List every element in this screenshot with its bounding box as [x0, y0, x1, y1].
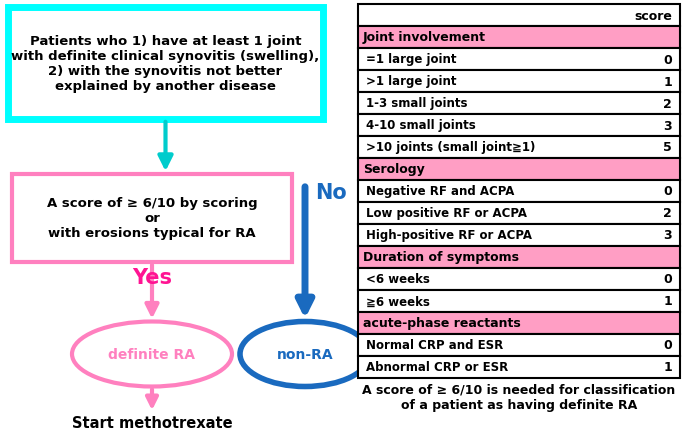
Text: 1: 1: [663, 76, 672, 88]
FancyBboxPatch shape: [12, 174, 292, 263]
Text: Start methotrexate: Start methotrexate: [72, 415, 232, 431]
FancyBboxPatch shape: [358, 115, 680, 137]
Text: No: No: [315, 183, 347, 203]
FancyBboxPatch shape: [358, 137, 680, 159]
Text: Negative RF and ACPA: Negative RF and ACPA: [366, 185, 514, 198]
Text: Patients who 1) have at least 1 joint
with definite clinical synovitis (swelling: Patients who 1) have at least 1 joint wi…: [12, 35, 320, 93]
FancyBboxPatch shape: [358, 203, 680, 224]
FancyBboxPatch shape: [358, 247, 680, 268]
Text: Duration of symptoms: Duration of symptoms: [363, 251, 519, 264]
FancyBboxPatch shape: [358, 290, 680, 312]
FancyBboxPatch shape: [358, 27, 680, 49]
Text: ≧6 weeks: ≧6 weeks: [366, 295, 430, 308]
Text: A score of ≥ 6/10 by scoring
or
with erosions typical for RA: A score of ≥ 6/10 by scoring or with ero…: [47, 197, 258, 240]
Text: 0: 0: [663, 339, 672, 352]
Text: =1 large joint: =1 large joint: [366, 53, 456, 66]
FancyBboxPatch shape: [358, 71, 680, 93]
Text: >1 large joint: >1 large joint: [366, 76, 456, 88]
Text: 1: 1: [663, 295, 672, 308]
FancyBboxPatch shape: [358, 312, 680, 334]
FancyBboxPatch shape: [358, 5, 680, 27]
FancyBboxPatch shape: [358, 356, 680, 378]
Text: Low positive RF or ACPA: Low positive RF or ACPA: [366, 207, 527, 220]
Text: Abnormal CRP or ESR: Abnormal CRP or ESR: [366, 361, 508, 374]
Text: 3: 3: [663, 119, 672, 132]
Text: <6 weeks: <6 weeks: [366, 273, 430, 286]
Text: 0: 0: [663, 53, 672, 66]
Text: 4-10 small joints: 4-10 small joints: [366, 119, 476, 132]
Text: Normal CRP and ESR: Normal CRP and ESR: [366, 339, 503, 352]
Ellipse shape: [72, 322, 232, 387]
FancyBboxPatch shape: [358, 159, 680, 181]
Text: Yes: Yes: [132, 267, 172, 287]
Text: A score of ≥ 6/10 is needed for classification
of a patient as having definite R: A score of ≥ 6/10 is needed for classifi…: [362, 383, 675, 411]
Text: 0: 0: [663, 185, 672, 198]
Text: 1: 1: [663, 361, 672, 374]
FancyBboxPatch shape: [358, 224, 680, 247]
Text: 5: 5: [663, 141, 672, 154]
FancyBboxPatch shape: [358, 93, 680, 115]
Text: >10 joints (small joint≧1): >10 joints (small joint≧1): [366, 141, 536, 154]
Ellipse shape: [240, 322, 370, 387]
Text: 2: 2: [663, 207, 672, 220]
Text: non-RA: non-RA: [277, 347, 334, 361]
FancyBboxPatch shape: [358, 334, 680, 356]
FancyBboxPatch shape: [358, 49, 680, 71]
Text: 3: 3: [663, 229, 672, 242]
FancyBboxPatch shape: [8, 8, 323, 120]
FancyBboxPatch shape: [358, 181, 680, 203]
Text: score: score: [634, 10, 672, 23]
Text: Serology: Serology: [363, 163, 425, 176]
Text: 1-3 small joints: 1-3 small joints: [366, 97, 467, 110]
Text: 0: 0: [663, 273, 672, 286]
Text: High-positive RF or ACPA: High-positive RF or ACPA: [366, 229, 532, 242]
FancyBboxPatch shape: [358, 268, 680, 290]
Text: Joint involvement: Joint involvement: [363, 31, 486, 44]
Text: 2: 2: [663, 97, 672, 110]
Text: definite RA: definite RA: [108, 347, 195, 361]
Text: acute-phase reactants: acute-phase reactants: [363, 317, 521, 330]
